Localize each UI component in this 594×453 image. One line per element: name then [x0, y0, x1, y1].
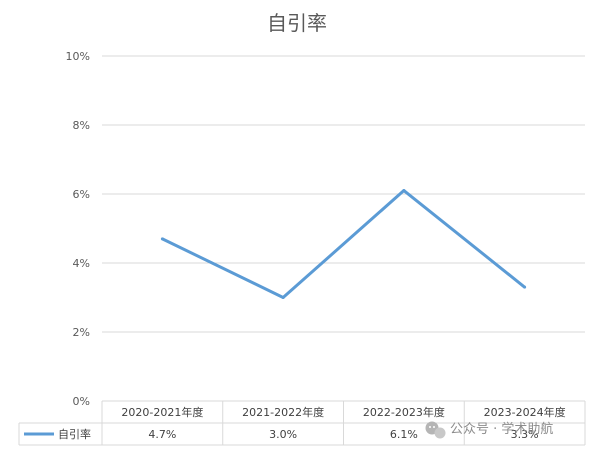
data-point [281, 296, 285, 299]
wechat-icon [425, 421, 446, 439]
data-label: 4.7% [148, 428, 176, 441]
x-category-label: 2023-2024年度 [484, 405, 566, 419]
data-label: 3.3% [511, 428, 539, 441]
data-point [402, 189, 406, 193]
data-point [160, 237, 164, 241]
chart-title: 自引率 [267, 11, 327, 35]
gridlines [102, 55, 585, 402]
series-lines [160, 189, 527, 299]
x-category-label: 2020-2021年度 [121, 405, 203, 419]
y-axis-ticks: 0% 2% 4% 6% 8% 10% [66, 50, 90, 408]
y-tick-label: 10% [66, 50, 90, 63]
series-line [161, 189, 526, 299]
legend-label: 自引率 [58, 427, 91, 441]
y-tick-label: 8% [73, 119, 90, 132]
y-tick-label: 6% [73, 188, 90, 201]
y-tick-label: 0% [73, 395, 90, 408]
watermark: 公众号 · 学术助航 [425, 421, 553, 439]
data-point [523, 285, 527, 289]
data-label: 6.1% [390, 428, 418, 441]
y-tick-label: 4% [73, 257, 90, 270]
data-label: 3.0% [269, 428, 297, 441]
watermark-text: 公众号 · 学术助航 [450, 421, 553, 437]
x-category-label: 2021-2022年度 [242, 405, 324, 419]
y-tick-label: 2% [73, 326, 90, 339]
data-table: 2020-2021年度 2021-2022年度 2022-2023年度 2023-20… [18, 401, 586, 446]
x-category-label: 2022-2023年度 [363, 405, 445, 419]
